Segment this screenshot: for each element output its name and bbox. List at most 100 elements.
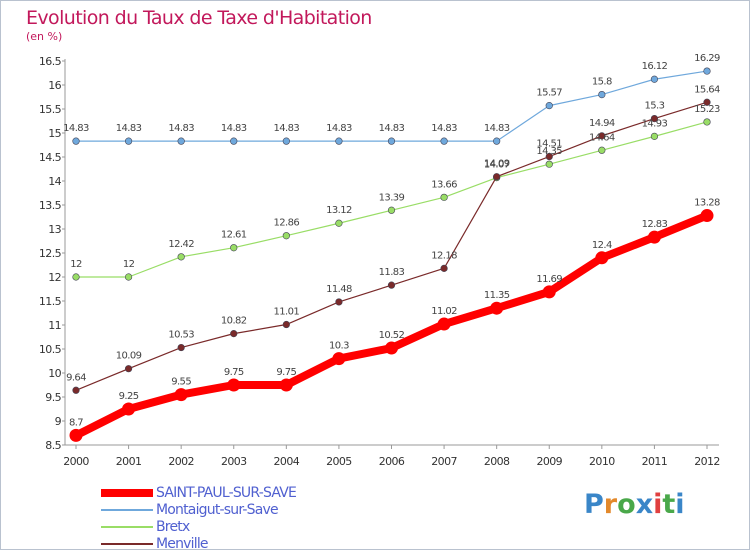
data-label-0: 12.83 [642, 219, 668, 230]
x-tick-label: 2009 [536, 455, 562, 468]
data-label-3: 11.48 [326, 284, 352, 295]
series-point-1 [335, 137, 343, 145]
series-point-3 [650, 114, 659, 123]
series-point-1 [440, 137, 448, 145]
series-point-2 [387, 206, 396, 214]
series-point-3 [703, 98, 711, 106]
y-tick-label: 11.5 [39, 295, 62, 308]
data-label-3: 9.64 [66, 372, 86, 383]
series-point-1 [387, 137, 396, 145]
legend-label: Montaigut-sur-Save [156, 502, 279, 518]
series-point-3 [335, 298, 343, 306]
data-label-3: 15.3 [644, 101, 664, 112]
data-label-3: 15.64 [694, 84, 720, 95]
y-tick-label: 11 [48, 319, 61, 332]
series-layer [69, 67, 714, 442]
data-label-0: 9.75 [224, 367, 244, 378]
series-point-2 [598, 146, 606, 154]
series-point-0 [595, 251, 609, 265]
series-point-3 [598, 132, 606, 140]
series-point-2 [177, 253, 185, 261]
series-point-2 [72, 273, 80, 281]
logo-letter: o [617, 489, 636, 520]
logo-letter: t [662, 489, 676, 520]
series-point-3 [177, 343, 185, 352]
data-label-0: 9.75 [276, 367, 296, 378]
data-label-2: 13.39 [379, 192, 405, 203]
y-tick-label: 12.5 [39, 247, 62, 260]
logo-letter: x [635, 489, 654, 520]
logo-letter: i [653, 489, 663, 520]
x-tick-label: 2012 [694, 455, 720, 468]
y-tick-label: 12 [48, 271, 61, 284]
data-label-3: 12.18 [431, 250, 457, 261]
data-label-2: 14.35 [536, 146, 562, 157]
series-point-0 [174, 388, 188, 402]
y-tick-label: 9 [55, 415, 62, 428]
series-point-1 [72, 137, 80, 145]
data-label-2: 12.86 [274, 218, 300, 229]
series-point-1 [545, 102, 553, 110]
series-point-1 [177, 137, 185, 145]
data-label-1: 14.83 [63, 123, 89, 134]
data-label-2: 14.07 [484, 160, 510, 171]
data-label-3: 10.53 [168, 330, 194, 341]
data-label-1: 14.83 [221, 123, 247, 134]
data-label-2: 12.42 [168, 239, 194, 250]
series-point-2 [282, 232, 290, 240]
data-label-3: 14.51 [536, 139, 562, 150]
series-point-1 [282, 137, 290, 145]
logo-letter: P [584, 489, 604, 520]
series-point-3 [124, 365, 133, 373]
series-point-0 [69, 428, 83, 442]
data-label-2: 12 [70, 259, 82, 270]
chart-unit: (en %) [26, 30, 63, 43]
y-tick-label: 10 [48, 367, 61, 380]
y-tick-label: 13.5 [39, 199, 62, 212]
series-point-2 [440, 193, 448, 201]
series-point-0 [437, 317, 451, 331]
data-label-3: 11.01 [274, 307, 300, 318]
data-label-1: 15.8 [592, 77, 612, 88]
x-tick-label: 2002 [168, 455, 194, 468]
data-labels-layer: 14.83 14.83 14.83 14.83 14.83 14.83 14.83 14.83… [63, 53, 720, 428]
series-point-0 [700, 209, 714, 223]
y-tick-label: 16 [48, 79, 61, 92]
series-point-0 [385, 341, 398, 355]
series-point-3 [545, 152, 553, 161]
series-point-1 [703, 67, 711, 75]
data-label-1: 14.83 [379, 123, 405, 134]
series-point-1 [493, 137, 501, 145]
series-point-3 [440, 264, 448, 272]
legend-swatch [101, 543, 153, 545]
series-point-3 [72, 386, 80, 394]
series-point-1 [650, 75, 659, 83]
data-label-2: 13.12 [326, 205, 352, 216]
data-label-3: 10.09 [116, 351, 142, 362]
x-tick-label: 2006 [379, 455, 405, 468]
series-point-2 [650, 132, 659, 140]
y-tick-label: 8.5 [45, 439, 61, 452]
data-label-1: 14.83 [274, 123, 300, 134]
series-point-0 [647, 230, 661, 244]
series-point-2 [124, 273, 133, 281]
series-point-2 [230, 244, 238, 252]
x-tick-label: 2001 [116, 455, 142, 468]
data-label-3: 10.82 [221, 316, 247, 327]
series-point-0 [279, 378, 293, 392]
series-point-1 [598, 90, 606, 99]
data-label-1: 14.83 [116, 123, 142, 134]
data-label-0: 9.25 [119, 391, 139, 402]
data-label-1: 14.83 [168, 123, 194, 134]
y-tick-label: 15.5 [39, 103, 62, 116]
data-label-2: 15.23 [694, 104, 720, 115]
data-label-3: 14.94 [589, 118, 615, 129]
series-point-1 [230, 137, 238, 145]
logo-letter: r [603, 489, 618, 520]
data-label-2: 12 [123, 259, 135, 270]
data-label-0: 10.3 [329, 341, 349, 352]
data-label-0: 10.52 [379, 330, 405, 341]
x-tick-label: 2008 [484, 455, 510, 468]
legend-label: SAINT-PAUL-SUR-SAVE [156, 485, 297, 501]
